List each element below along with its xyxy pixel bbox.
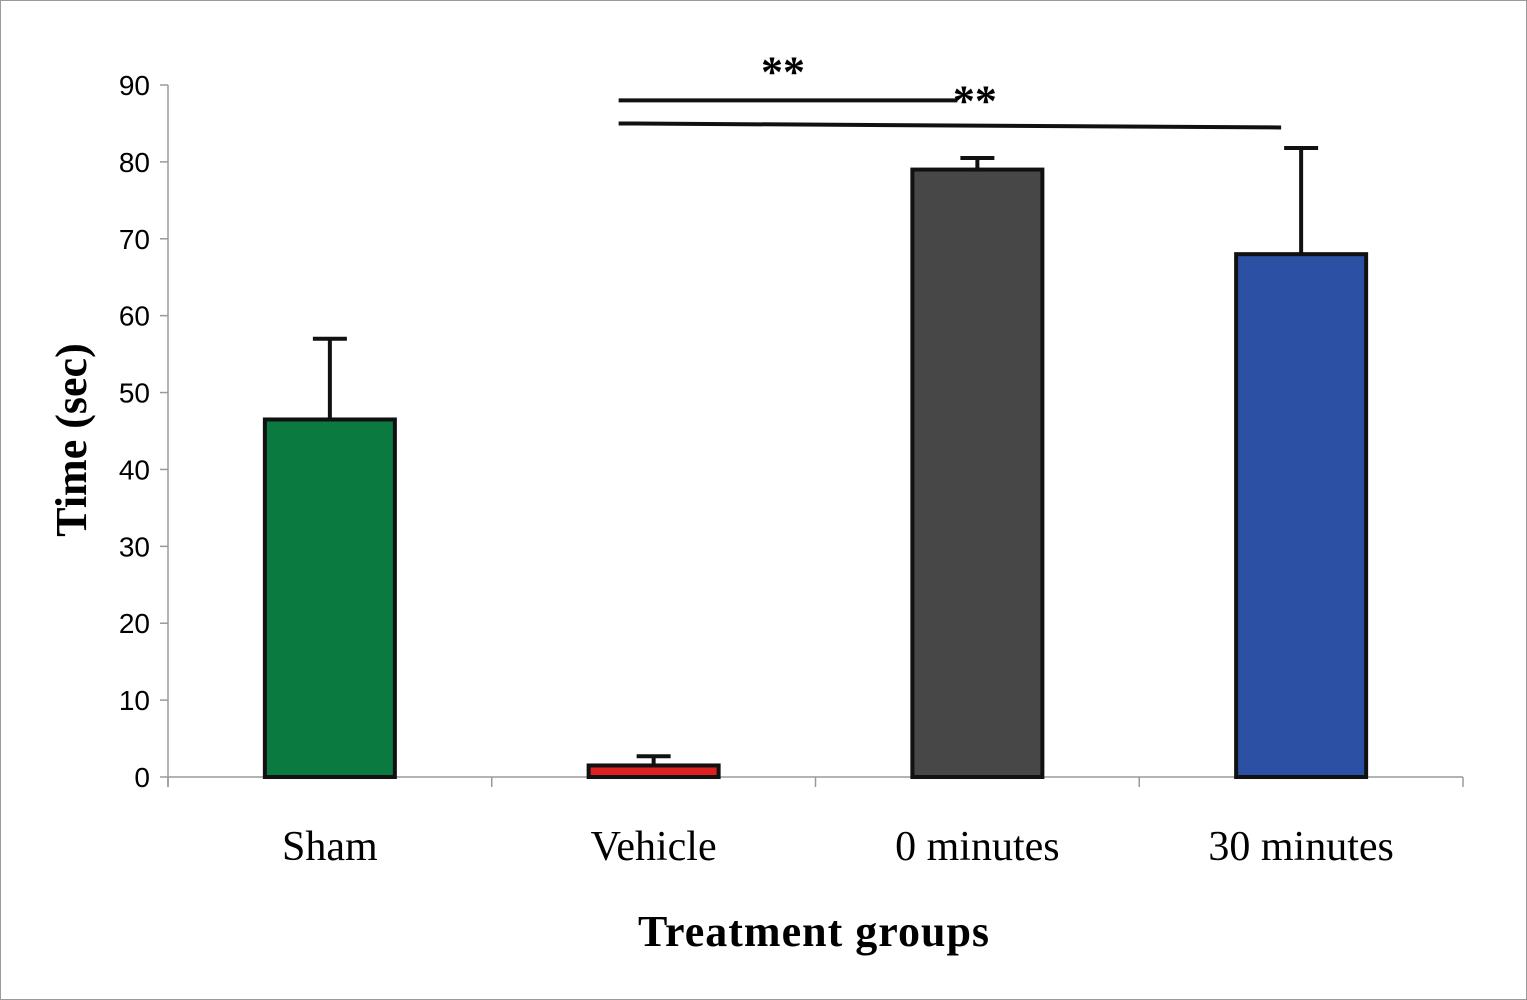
x-axis-title: Treatment groups [638,907,990,956]
significance-line [618,121,1282,130]
bar [910,167,1045,780]
y-tick-label: 30 [119,531,150,562]
y-tick-label: 20 [119,608,150,639]
significance-brackets: ** ** [618,47,1282,130]
bar [1234,252,1369,779]
x-tick-label: Vehicle [591,824,717,870]
y-axis-title: Time (sec) [47,343,96,536]
significance-label: ** [761,47,805,96]
y-tick-label: 10 [119,685,150,716]
y-tick-label: 80 [119,147,150,178]
y-tick-label: 70 [119,224,150,255]
significance-label: ** [953,76,997,125]
bar [586,763,721,780]
x-tick-label: 30 minutes [1208,824,1394,870]
error-bars [312,146,1319,766]
axes: 0 10 20 30 40 50 60 70 80 90 Sham Vehicle 0 minutes 3… [119,70,1464,870]
y-tick-label: 90 [119,70,150,101]
y-tick-label: 0 [134,762,150,793]
y-tick-label: 50 [119,378,150,409]
bars [262,167,1369,780]
y-tick-label: 60 [119,301,150,332]
x-tick-label: 0 minutes [895,824,1060,870]
y-tick-label: 40 [119,454,150,485]
bar [262,417,397,779]
x-tick-label: Sham [282,824,378,870]
